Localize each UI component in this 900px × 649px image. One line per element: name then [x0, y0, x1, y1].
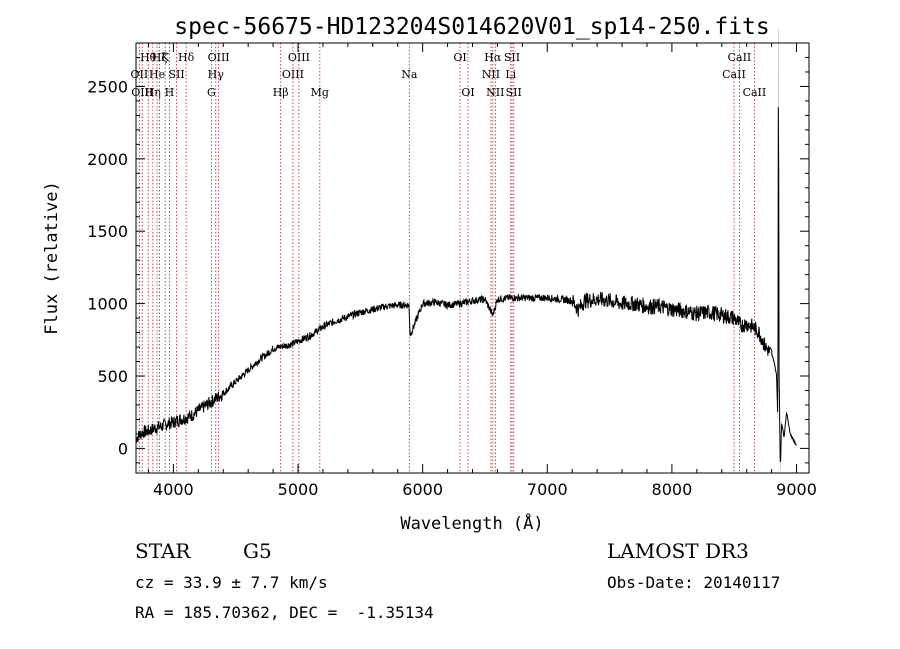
y-tick-label-0: 0: [118, 439, 128, 458]
object-subclass: G5: [243, 539, 272, 563]
redshift-velocity: cz = 33.9 ± 7.7 km/s: [135, 573, 328, 592]
line-label-21: Hα: [484, 51, 502, 64]
plot-frame: [135, 42, 810, 474]
line-label-27: CaII: [728, 51, 752, 64]
spectrum-series: [135, 28, 797, 471]
y-axis-label: Flux (relative): [42, 181, 62, 335]
line-label-26: CaII: [722, 68, 746, 81]
x-axis-label: Wavelength (Å): [400, 512, 543, 534]
x-tick-label-5: 9000: [776, 480, 817, 499]
line-label-14: OIII: [282, 68, 304, 81]
line-label-23: Li: [505, 68, 516, 81]
line-label-15: OIII: [288, 51, 310, 64]
emission-line-markers: OIIOIIIHθHηHeHζKHSIIHδGHγOIIIHβOIIIOIIIM…: [131, 43, 767, 473]
line-label-19: OI: [461, 86, 474, 99]
line-label-7: H: [165, 86, 175, 99]
line-label-6: K: [161, 51, 170, 64]
line-label-4: He: [149, 68, 165, 81]
line-label-9: Hδ: [178, 51, 195, 64]
line-label-24: SII: [504, 51, 520, 64]
x-tick-label-4: 8000: [652, 480, 693, 499]
line-label-18: OI: [453, 51, 466, 64]
x-tick-label-3: 7000: [527, 480, 568, 499]
y-tick-label-2: 1000: [87, 295, 128, 314]
line-label-12: OIII: [208, 51, 230, 64]
observation-date: Obs-Date: 20140117: [607, 573, 781, 592]
line-label-3: Hη: [145, 86, 161, 99]
axis-ticks: 4000 5000 6000 7000 8000 9000 0 500 1000 1500 2000…: [87, 43, 817, 499]
line-label-28: CaII: [743, 86, 767, 99]
y-tick-label-4: 2000: [87, 150, 128, 169]
line-label-10: G: [207, 86, 216, 99]
chart-title: spec-56675-HD123204S014620V01_sp14-250.f…: [174, 14, 769, 40]
x-tick-label-0: 4000: [153, 480, 194, 499]
x-tick-label-2: 6000: [402, 480, 443, 499]
sky-coordinates: RA = 185.70362, DEC = -1.35134: [135, 603, 434, 622]
survey-name: LAMOST DR3: [607, 539, 749, 563]
line-label-22: NII: [486, 86, 504, 99]
x-tick-label-1: 5000: [278, 480, 319, 499]
line-label-25: SII: [506, 86, 522, 99]
object-class: STAR: [135, 539, 191, 563]
line-label-13: Hβ: [273, 86, 289, 99]
line-label-0: OII: [131, 68, 149, 81]
y-tick-label-3: 1500: [87, 222, 128, 241]
line-label-1: OIII: [131, 86, 153, 99]
line-label-20: NII: [482, 68, 500, 81]
spectrum-line: [135, 107, 797, 463]
y-tick-label-5: 2500: [87, 77, 128, 96]
y-tick-label-1: 500: [97, 367, 128, 386]
line-label-17: Na: [401, 68, 418, 81]
line-label-5: Hζ: [152, 51, 168, 64]
line-label-11: Hγ: [208, 68, 225, 81]
line-label-8: SII: [169, 68, 185, 81]
line-label-16: Mg: [311, 86, 329, 99]
